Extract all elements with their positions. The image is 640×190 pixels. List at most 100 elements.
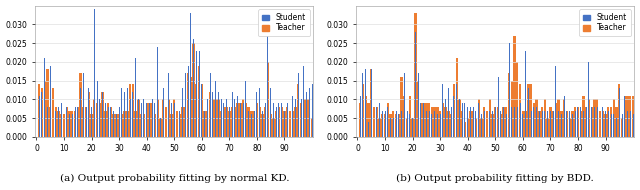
- Bar: [250, 111, 253, 137]
- Bar: [464, 122, 466, 137]
- Bar: [566, 111, 568, 137]
- Bar: [442, 103, 444, 137]
- Bar: [297, 84, 300, 137]
- Bar: [624, 96, 625, 137]
- Bar: [450, 114, 452, 137]
- Bar: [273, 103, 274, 137]
- Bar: [110, 107, 111, 137]
- Bar: [130, 99, 131, 137]
- Bar: [207, 99, 208, 137]
- Bar: [593, 99, 596, 137]
- Bar: [261, 114, 264, 137]
- Bar: [305, 99, 308, 137]
- Bar: [420, 103, 422, 137]
- Bar: [511, 81, 513, 137]
- Bar: [362, 73, 364, 137]
- Bar: [412, 118, 413, 137]
- Bar: [547, 118, 548, 137]
- Bar: [519, 84, 521, 137]
- Bar: [621, 118, 623, 137]
- Bar: [140, 114, 142, 137]
- Bar: [225, 107, 228, 137]
- Bar: [568, 118, 571, 137]
- Bar: [547, 111, 548, 137]
- Bar: [50, 66, 51, 137]
- Bar: [209, 92, 211, 137]
- Bar: [204, 111, 205, 137]
- Bar: [616, 118, 617, 137]
- Bar: [618, 84, 620, 137]
- Bar: [295, 99, 296, 137]
- Bar: [157, 99, 159, 137]
- Bar: [127, 88, 128, 137]
- Bar: [376, 107, 378, 137]
- Bar: [381, 114, 383, 137]
- Bar: [214, 99, 217, 137]
- Bar: [58, 107, 59, 137]
- Bar: [223, 103, 225, 137]
- Bar: [115, 114, 118, 137]
- Bar: [99, 99, 100, 137]
- Bar: [195, 84, 198, 137]
- Bar: [503, 107, 504, 137]
- Bar: [44, 81, 46, 137]
- Bar: [467, 107, 468, 137]
- Bar: [453, 96, 454, 137]
- Bar: [541, 107, 543, 137]
- Bar: [44, 58, 45, 137]
- Bar: [174, 103, 175, 137]
- Bar: [77, 107, 79, 137]
- Bar: [77, 107, 78, 137]
- Bar: [148, 103, 150, 137]
- Bar: [179, 114, 181, 137]
- Bar: [113, 111, 114, 137]
- Bar: [560, 111, 563, 137]
- Bar: [311, 118, 313, 137]
- Bar: [359, 103, 362, 137]
- Bar: [187, 73, 189, 137]
- Bar: [467, 118, 469, 137]
- Bar: [264, 107, 266, 137]
- Bar: [524, 111, 527, 137]
- Bar: [151, 103, 154, 137]
- Bar: [632, 114, 634, 137]
- Bar: [168, 73, 169, 137]
- Bar: [267, 62, 269, 137]
- Bar: [132, 84, 134, 137]
- Bar: [403, 96, 406, 137]
- Bar: [173, 99, 175, 137]
- Bar: [469, 111, 472, 137]
- Bar: [201, 84, 203, 137]
- Bar: [528, 88, 529, 137]
- Bar: [583, 111, 584, 137]
- Legend: Student, Teacher: Student, Teacher: [579, 9, 630, 36]
- Bar: [494, 107, 497, 137]
- Bar: [93, 99, 95, 137]
- Bar: [552, 111, 554, 137]
- Bar: [563, 99, 565, 137]
- Bar: [557, 99, 560, 137]
- Bar: [456, 58, 458, 137]
- Bar: [530, 84, 532, 137]
- Bar: [270, 88, 271, 137]
- Bar: [451, 107, 452, 137]
- Bar: [83, 73, 84, 137]
- Bar: [569, 111, 570, 137]
- Bar: [574, 107, 577, 137]
- Bar: [149, 103, 150, 137]
- Bar: [418, 73, 419, 137]
- Bar: [431, 107, 433, 137]
- Bar: [118, 107, 120, 137]
- Bar: [262, 111, 263, 137]
- Bar: [577, 107, 579, 137]
- Bar: [572, 111, 573, 137]
- Bar: [525, 51, 526, 137]
- Bar: [46, 69, 49, 137]
- Bar: [160, 118, 161, 137]
- Bar: [65, 107, 68, 137]
- Bar: [483, 107, 485, 137]
- Bar: [154, 114, 156, 137]
- Bar: [145, 103, 148, 137]
- Bar: [132, 92, 133, 137]
- Bar: [360, 96, 361, 137]
